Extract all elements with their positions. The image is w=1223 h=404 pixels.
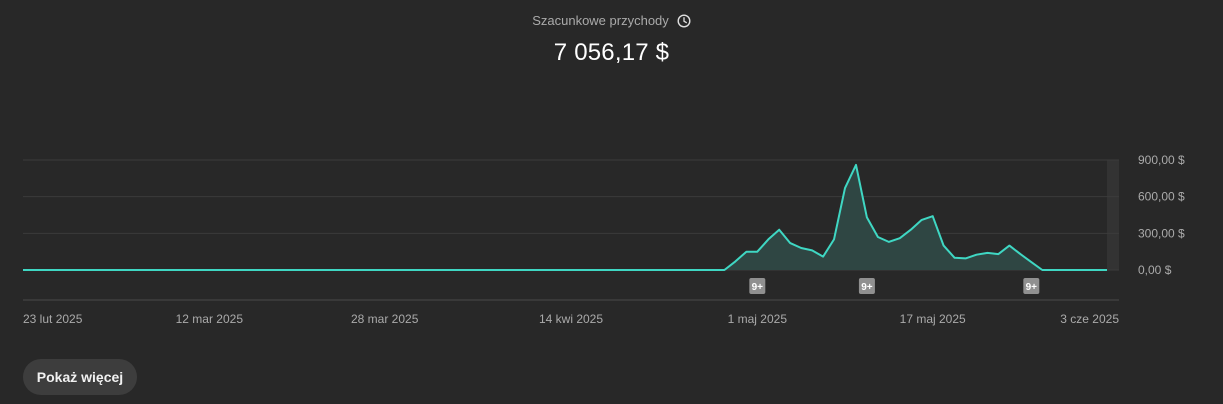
event-marker[interactable] [749, 278, 766, 294]
show-more-button[interactable]: Pokaż więcej [23, 359, 137, 395]
event-marker[interactable] [858, 278, 875, 294]
revenue-line [23, 163, 1107, 271]
plot-edge-shade [1107, 160, 1119, 270]
revenue-chart: 0,00 $ 300,00 $ 600,00 $ 900,00 $ 9+ 9+ 9+ 23 l… [23, 153, 1185, 326]
event-marker[interactable] [1023, 278, 1040, 294]
x-tick-label: 28 mar 2025 [351, 312, 419, 326]
x-tick-label: 1 maj 2025 [728, 312, 788, 326]
event-marker-label: 9+ [861, 282, 873, 293]
y-tick-label: 300,00 $ [1138, 226, 1185, 240]
x-tick-label: 14 kwi 2025 [539, 312, 603, 326]
metric-label: Szacunkowe przychody [532, 13, 669, 28]
event-marker-label: 9+ [752, 282, 764, 293]
y-tick-label: 0,00 $ [1138, 263, 1172, 277]
x-tick-label: 12 mar 2025 [176, 312, 244, 326]
y-tick-label: 600,00 $ [1138, 190, 1185, 204]
revenue-area [23, 164, 1107, 270]
x-tick-label: 23 lut 2025 [23, 312, 83, 326]
metric-label-row: Szacunkowe przychody [532, 13, 691, 28]
x-tick-label: 17 maj 2025 [900, 312, 966, 326]
x-tick-label: 3 cze 2025 [1060, 312, 1119, 326]
metric-value: 7 056,17 $ [553, 39, 670, 66]
event-marker-label: 9+ [1026, 282, 1038, 293]
y-tick-label: 900,00 $ [1138, 153, 1185, 167]
metric-header: Szacunkowe przychody 7 056,17 $ [0, 12, 1223, 67]
clock-icon[interactable] [677, 13, 691, 28]
